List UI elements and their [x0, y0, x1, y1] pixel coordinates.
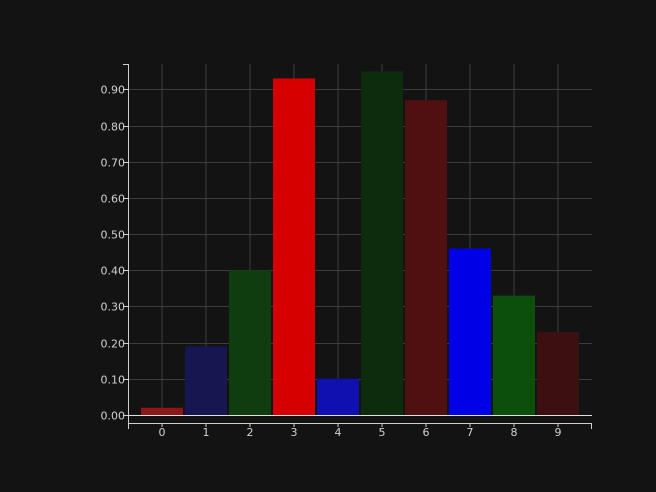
- y-tick-label: 0.90: [101, 84, 126, 97]
- y-tick-label: 0.10: [101, 374, 126, 387]
- bars: [141, 71, 579, 415]
- bar-4: [317, 378, 359, 415]
- x-tick-label: 4: [335, 426, 342, 439]
- x-tick-label: 5: [379, 426, 386, 439]
- x-tick-label: 7: [467, 426, 474, 439]
- bar-0: [141, 407, 183, 415]
- y-tick-label: 0.40: [101, 265, 126, 278]
- bar-7: [449, 248, 491, 415]
- y-tick-label: 0.30: [101, 301, 126, 314]
- y-tick-labels: 0.00 0.10 0.20 0.30 0.40 0.50 0.60 0.70 0.80 0.90: [101, 84, 126, 423]
- x-tick-label: 3: [291, 426, 298, 439]
- y-tick-label: 0.70: [101, 157, 126, 170]
- y-tick-label: 0.20: [101, 338, 126, 351]
- bar-9: [537, 331, 579, 415]
- x-tick-label: 6: [423, 426, 430, 439]
- bar-8: [493, 295, 535, 415]
- x-tick-label: 0: [159, 426, 166, 439]
- x-tick-labels: 0 1 2 3 4 5 6 7 8 9: [159, 426, 562, 439]
- x-tick-label: 9: [555, 426, 562, 439]
- x-tick-label: 8: [511, 426, 518, 439]
- bar-1: [185, 346, 227, 415]
- x-tick-label: 1: [203, 426, 210, 439]
- y-tick-label: 0.80: [101, 121, 126, 134]
- bar-2: [229, 270, 271, 415]
- y-tick-label: 0.60: [101, 193, 126, 206]
- y-tick-label: 0.50: [101, 229, 126, 242]
- bar-3: [273, 78, 315, 415]
- bar-6: [405, 100, 447, 415]
- axes: [123, 64, 592, 429]
- x-tick-label: 2: [247, 426, 254, 439]
- bar-5: [361, 71, 403, 415]
- y-tick-label: 0.00: [101, 410, 126, 423]
